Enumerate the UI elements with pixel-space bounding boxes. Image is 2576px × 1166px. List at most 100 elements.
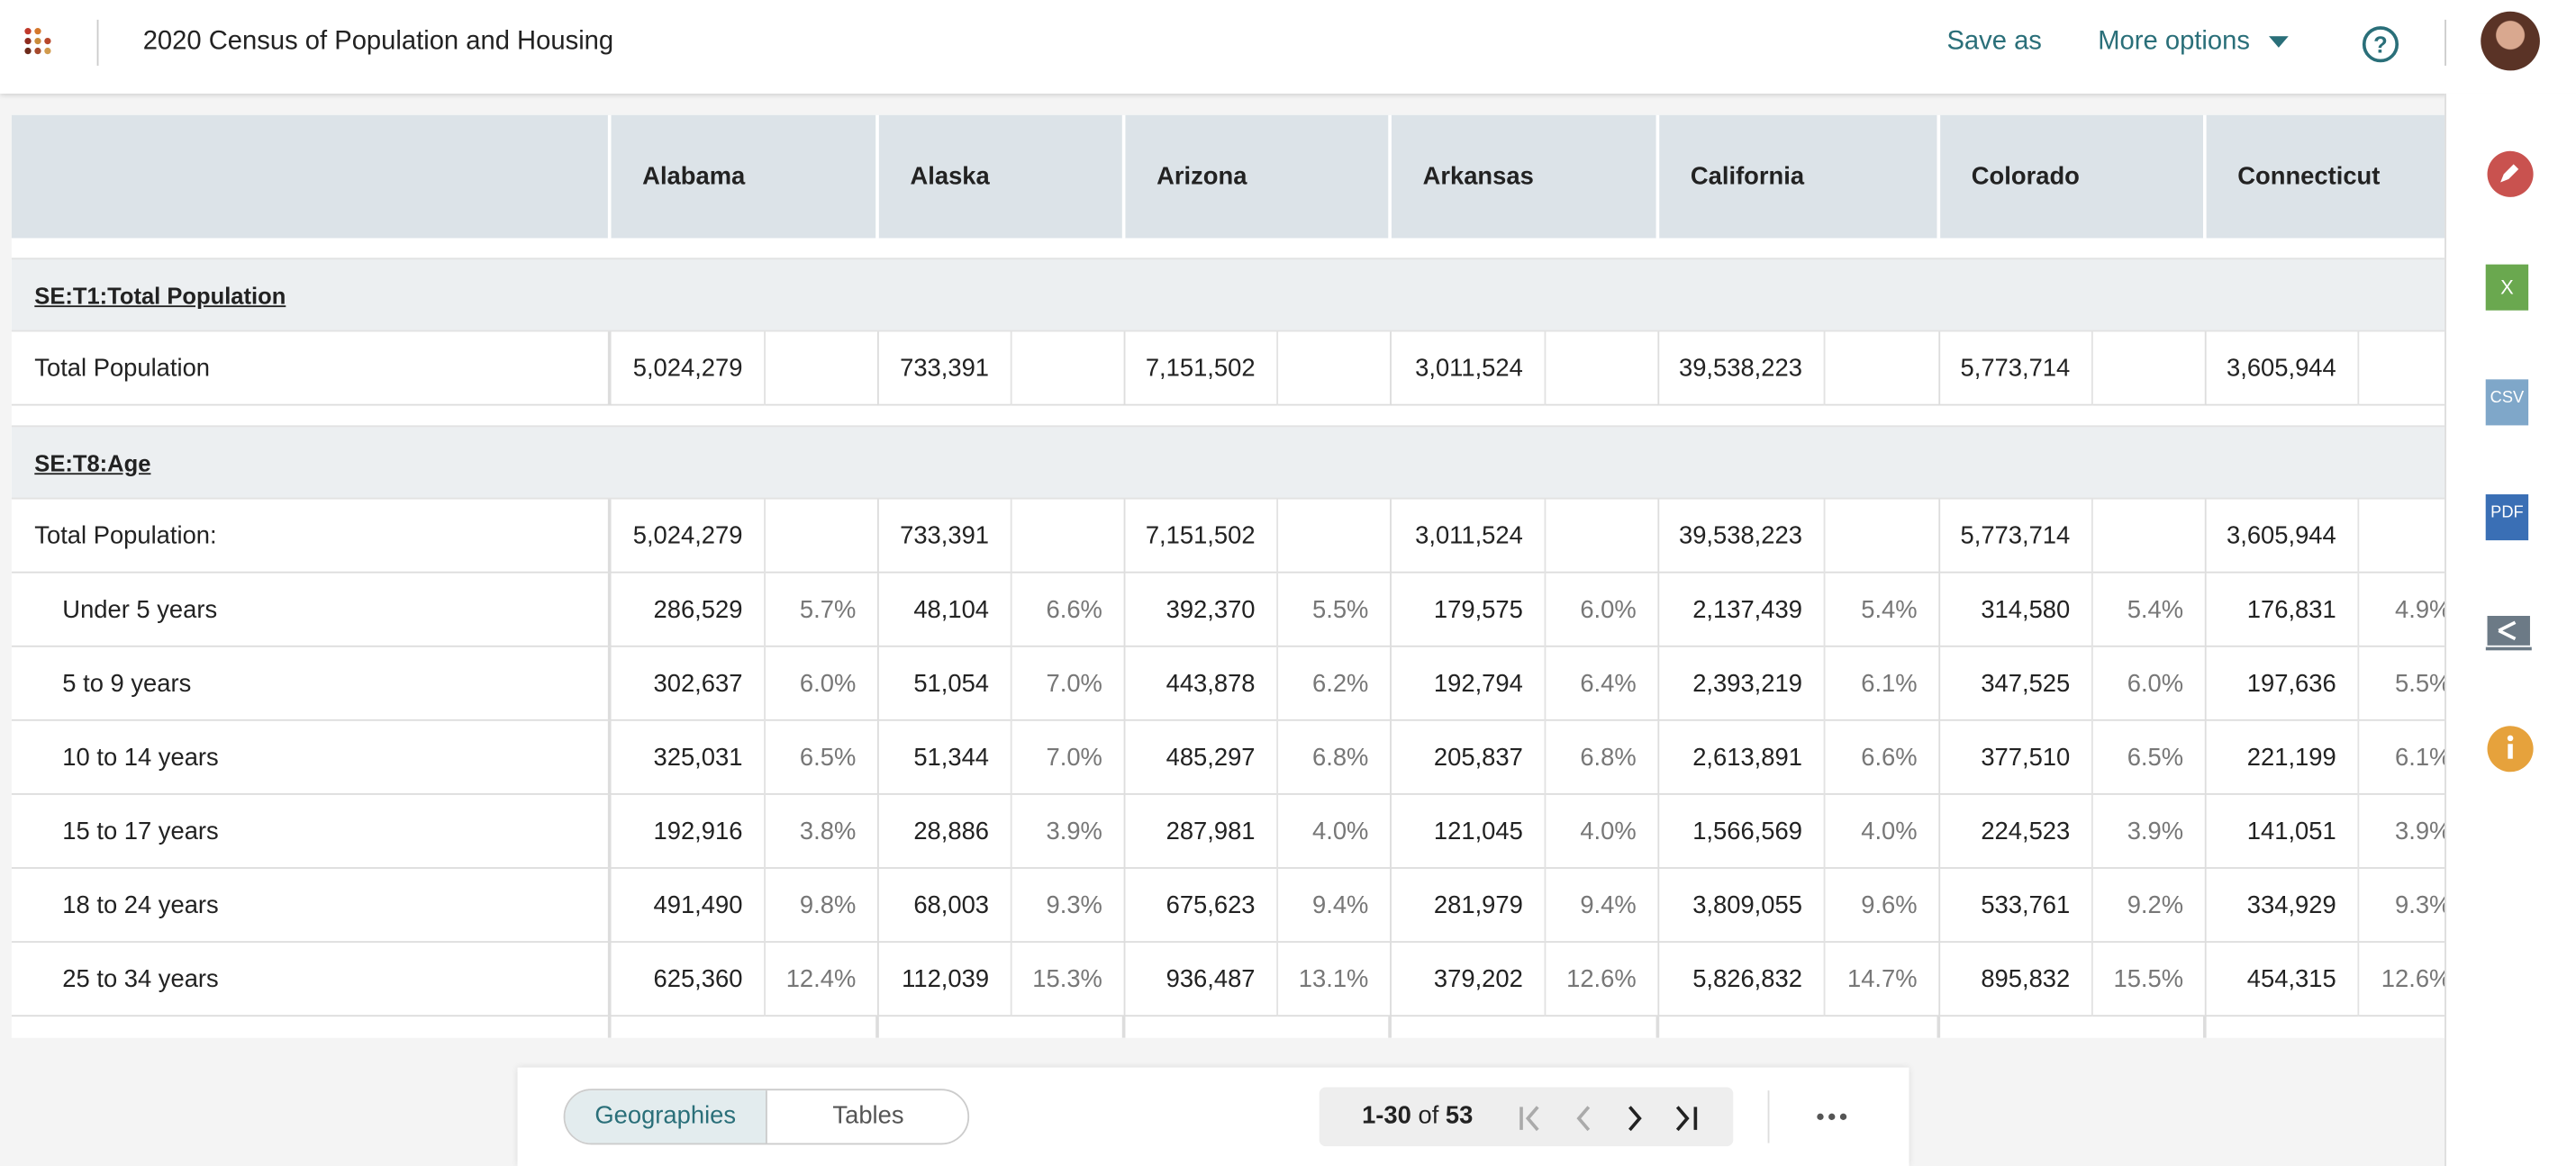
pdf-download[interactable]: PDF — [2485, 494, 2529, 541]
value-cell: 39,538,223 — [1659, 499, 1826, 574]
value-cell: 2,137,439 — [1659, 573, 1826, 647]
help-button[interactable]: ? — [2361, 24, 2400, 64]
value-cell: 287,981 — [1125, 794, 1279, 869]
percent-cell — [1825, 499, 1941, 574]
value-cell: 7,151,502 — [1125, 499, 1279, 574]
value-cell: 48,104 — [879, 573, 1012, 647]
row-label: Total Population — [12, 331, 612, 406]
table-row — [11, 869, 2445, 943]
value-cell: 454,315 — [2207, 942, 2360, 1017]
value-cell: 314,580 — [1940, 573, 2093, 647]
row-label: 15 to 17 years — [12, 794, 612, 869]
header-cell — [12, 114, 612, 239]
percent-cell: 7.0% — [1012, 720, 1126, 795]
percent-cell: 9.3% — [1012, 868, 1126, 943]
percent-cell — [2093, 331, 2207, 406]
tab-group: Geographies Tables — [563, 1089, 970, 1145]
percent-cell: 3.9% — [1012, 794, 1126, 869]
value-cell: 176,831 — [2207, 573, 2360, 647]
table-row — [11, 943, 2445, 1017]
table-row — [11, 795, 2445, 869]
value-cell: 286,529 — [612, 573, 766, 647]
value-cell: 221,199 — [2207, 720, 2360, 795]
value-cell: 3,605,944 — [2207, 499, 2360, 574]
tab-active[interactable]: Geographies — [565, 1090, 767, 1143]
percent-cell: 12.6% — [1546, 942, 1660, 1017]
percent-cell: 3.9% — [2359, 795, 2444, 869]
value-cell: 379,202 — [1392, 942, 1547, 1017]
svg-text:?: ? — [2373, 32, 2388, 58]
value-cell: 733,391 — [879, 331, 1012, 406]
column-header: Arkansas — [1392, 114, 1660, 239]
row-label: Total Population: — [12, 499, 612, 574]
divider — [1767, 1090, 1770, 1143]
percent-cell: 7.0% — [1012, 646, 1126, 721]
tab[interactable]: Tables — [832, 1101, 904, 1130]
value-cell: 281,979 — [1392, 868, 1547, 943]
table-row — [11, 647, 2445, 721]
column-header: California — [1659, 114, 1941, 239]
value-cell: 68,003 — [879, 868, 1012, 943]
column-divider — [875, 1017, 879, 1038]
save-as-button[interactable]: Save as — [1946, 28, 2042, 57]
percent-cell: 15.3% — [1012, 942, 1126, 1017]
prev-page[interactable] — [1576, 1106, 1591, 1132]
section-header: SE:T8:Age — [11, 425, 2445, 500]
column-divider — [1121, 1017, 1126, 1038]
value-cell: 205,837 — [1392, 720, 1547, 795]
first-page[interactable] — [1519, 1106, 1539, 1132]
edit-button[interactable] — [2486, 149, 2535, 199]
value-cell: 347,525 — [1940, 646, 2093, 721]
next-page[interactable] — [1628, 1106, 1642, 1132]
user-avatar[interactable] — [2481, 11, 2540, 71]
value-cell: 2,613,891 — [1659, 720, 1826, 795]
value-cell: 121,045 — [1392, 794, 1547, 869]
value-cell: 51,344 — [879, 720, 1012, 795]
section-header: SE:T1:Total Population — [11, 258, 2445, 332]
value-cell: 377,510 — [1940, 720, 2093, 795]
percent-cell: 5.4% — [1825, 573, 1941, 647]
of: of — [1418, 1101, 1439, 1130]
percent-cell: 4.0% — [1825, 794, 1941, 869]
percent-cell: 4.0% — [1546, 794, 1660, 869]
value-cell: 51,054 — [879, 646, 1012, 721]
percent-cell: 5.5% — [2359, 647, 2444, 721]
total: 53 — [1445, 1101, 1474, 1130]
info-button[interactable] — [2486, 724, 2535, 773]
percent-cell: 4.9% — [2359, 574, 2444, 647]
percent-cell: 6.4% — [1546, 646, 1660, 721]
divider — [2444, 19, 2446, 66]
value-cell: 625,360 — [612, 942, 766, 1017]
value-cell: 5,024,279 — [612, 331, 766, 406]
table-row — [11, 574, 2445, 647]
value-cell: 39,538,223 — [1659, 331, 1826, 406]
value-cell: 895,832 — [1940, 942, 2093, 1017]
more-options-button[interactable]: More options — [2098, 28, 2250, 57]
more-button[interactable] — [1816, 1110, 1848, 1124]
percent-cell — [1278, 331, 1392, 406]
table-row — [11, 331, 2445, 406]
top-bar: 2020 Census of Population and Housing Sa… — [0, 0, 2576, 94]
row-label: 5 to 9 years — [12, 646, 612, 721]
excel-download[interactable]: X — [2485, 264, 2529, 311]
app-logo[interactable] — [23, 26, 56, 56]
share-button[interactable] — [2485, 612, 2535, 652]
percent-cell: 15.5% — [2093, 942, 2207, 1017]
last-page[interactable] — [1675, 1106, 1698, 1132]
percent-cell: 6.0% — [766, 646, 879, 721]
percent-cell: 6.5% — [2093, 720, 2207, 795]
value-cell: 192,916 — [612, 794, 766, 869]
value-cell: 733,391 — [879, 499, 1012, 574]
value-cell: 2,393,219 — [1659, 646, 1826, 721]
percent-cell: 9.4% — [1546, 868, 1660, 943]
value-cell: 3,809,055 — [1659, 868, 1826, 943]
value-cell: 3,011,524 — [1392, 499, 1547, 574]
header-row — [11, 114, 2445, 239]
percent-cell — [1012, 499, 1126, 574]
value-cell: 5,773,714 — [1940, 499, 2093, 574]
csv-download[interactable]: CSV — [2485, 379, 2529, 426]
row-label: 25 to 34 years — [12, 942, 612, 1017]
value-cell: 5,773,714 — [1940, 331, 2093, 406]
percent-cell: 12.6% — [2359, 943, 2444, 1017]
